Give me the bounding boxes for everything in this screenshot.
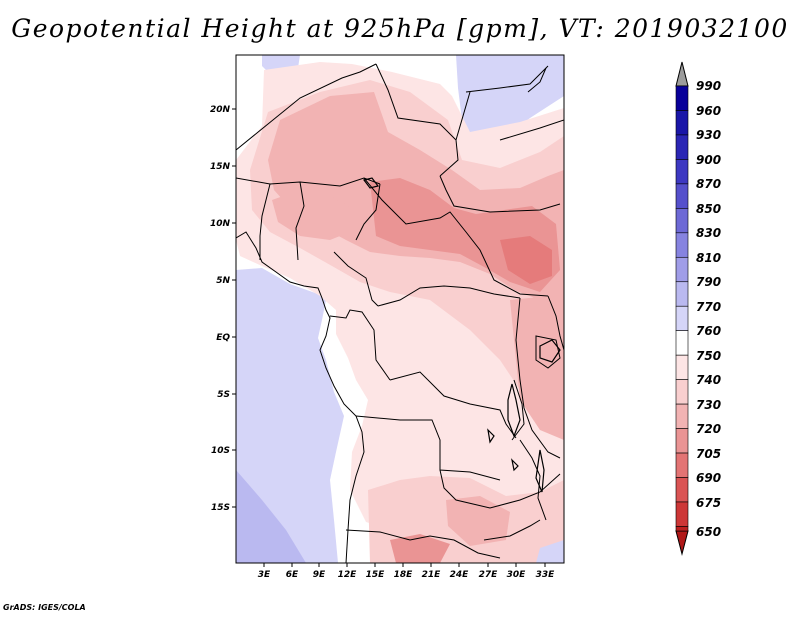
colorbar-label-740: 740: [696, 373, 721, 387]
lat-label-15n: 15N: [210, 162, 231, 172]
lake-chad: [362, 177, 380, 189]
colorbar-swatch-705: [675, 452, 689, 478]
colorbar-label-690: 690: [696, 471, 721, 485]
colorbar-label-790: 790: [696, 275, 721, 289]
colorbar-label-760: 760: [696, 324, 721, 338]
colorbar-label-650: 650: [696, 525, 721, 539]
colorbar-label-900: 900: [696, 153, 721, 167]
colorbar-label-850: 850: [696, 202, 721, 216]
lat-label-15s: 15S: [211, 503, 230, 513]
colorbar-label-720: 720: [696, 422, 721, 436]
colorbar-swatch-790: [675, 281, 689, 307]
colorbar: 990 960 930 900 870 850 830 810 790 770 …: [675, 61, 721, 556]
colorbar-label-990: 990: [696, 79, 721, 93]
colorbar-top-arrow: [675, 61, 689, 87]
colorbar-swatch-960: [675, 110, 689, 136]
nigeria-730-shading: [272, 190, 352, 240]
lon-label-15e: 15E: [366, 570, 386, 580]
lat-label-5s: 5S: [217, 390, 230, 400]
lat-label-20n: 20N: [210, 105, 231, 115]
country-borders: [236, 63, 564, 563]
south-720-shading: [390, 534, 450, 563]
colorbar-label-770: 770: [696, 300, 721, 314]
colorbar-swatch-740: [675, 379, 689, 405]
lat-label-5n: 5N: [216, 276, 230, 286]
lat-label-10s: 10S: [211, 446, 230, 456]
colorbar-swatch-720: [675, 428, 689, 454]
colorbar-swatch-810: [675, 256, 689, 283]
lake-tanganyika: [507, 383, 521, 438]
colorbar-swatch-675: [675, 501, 689, 527]
lake-bangweulu: [511, 458, 519, 472]
lon-label-6e: 6E: [286, 570, 299, 580]
map-area: [236, 55, 564, 563]
colorbar-swatch-690: [675, 477, 689, 503]
lon-label-21e: 21E: [422, 570, 442, 580]
colorbar-swatch-750: [675, 354, 689, 380]
colorbar-swatch-930: [675, 134, 689, 160]
latitude-axis: 20N 15N 10N 5N EQ 5S 10S 15S: [210, 105, 236, 513]
lat-label-10n: 10N: [210, 219, 231, 229]
grads-credit: GrADS: IGES/COLA: [3, 603, 86, 612]
longitude-axis: 3E 6E 9E 12E 15E 18E 21E 24E 27E 30E 33E: [258, 563, 555, 580]
colorbar-swatch-760: [675, 330, 689, 356]
lon-label-24e: 24E: [450, 570, 470, 580]
red-sea-coast: [527, 67, 547, 93]
colorbar-swatch-830: [675, 232, 689, 258]
colorbar-swatch-770: [675, 305, 689, 332]
colorbar-swatch-730: [675, 403, 689, 429]
atlantic-ocean-shading: [236, 268, 344, 563]
colorbar-label-750: 750: [696, 349, 721, 363]
lat-label-eq: EQ: [216, 333, 230, 343]
colorbar-label-675: 675: [696, 496, 721, 510]
lon-label-27e: 27E: [479, 570, 499, 580]
map-title: Geopotential Height at 925hPa [gpm], VT:…: [11, 14, 789, 43]
lake-malawi: [535, 449, 545, 493]
lake-victoria: [539, 339, 561, 363]
southwest-low-blue-shading: [236, 470, 306, 563]
mozambique-blue-shading: [536, 540, 564, 563]
colorbar-swatch-870: [675, 183, 689, 209]
colorbar-label-810: 810: [696, 251, 721, 265]
south-sudan-705-shading: [500, 236, 552, 284]
colorbar-label-730: 730: [696, 398, 721, 412]
lon-label-18e: 18E: [394, 570, 414, 580]
colorbar-label-830: 830: [696, 226, 721, 240]
colorbar-bottom-arrow: [675, 530, 689, 556]
lon-label-30e: 30E: [507, 570, 527, 580]
north-sea-blue-shading: [456, 55, 564, 150]
colorbar-swatch-900: [675, 159, 689, 185]
lakes: [362, 177, 561, 493]
zambia-730-shading: [446, 496, 510, 546]
lake-mweru: [487, 428, 495, 444]
lon-label-9e: 9E: [313, 570, 326, 580]
lon-label-12e: 12E: [338, 570, 358, 580]
colorbar-swatch-990: [675, 85, 689, 111]
colorbar-swatch-850: [675, 208, 689, 234]
colorbar-label-930: 930: [696, 128, 721, 142]
map-frame: [235, 54, 565, 564]
lon-label-3e: 3E: [258, 570, 271, 580]
colorbar-swatch-650: [675, 526, 689, 532]
lon-label-33e: 33E: [536, 570, 556, 580]
colorbar-label-870: 870: [696, 177, 721, 191]
colorbar-label-960: 960: [696, 104, 721, 118]
colorbar-label-705: 705: [696, 447, 721, 461]
